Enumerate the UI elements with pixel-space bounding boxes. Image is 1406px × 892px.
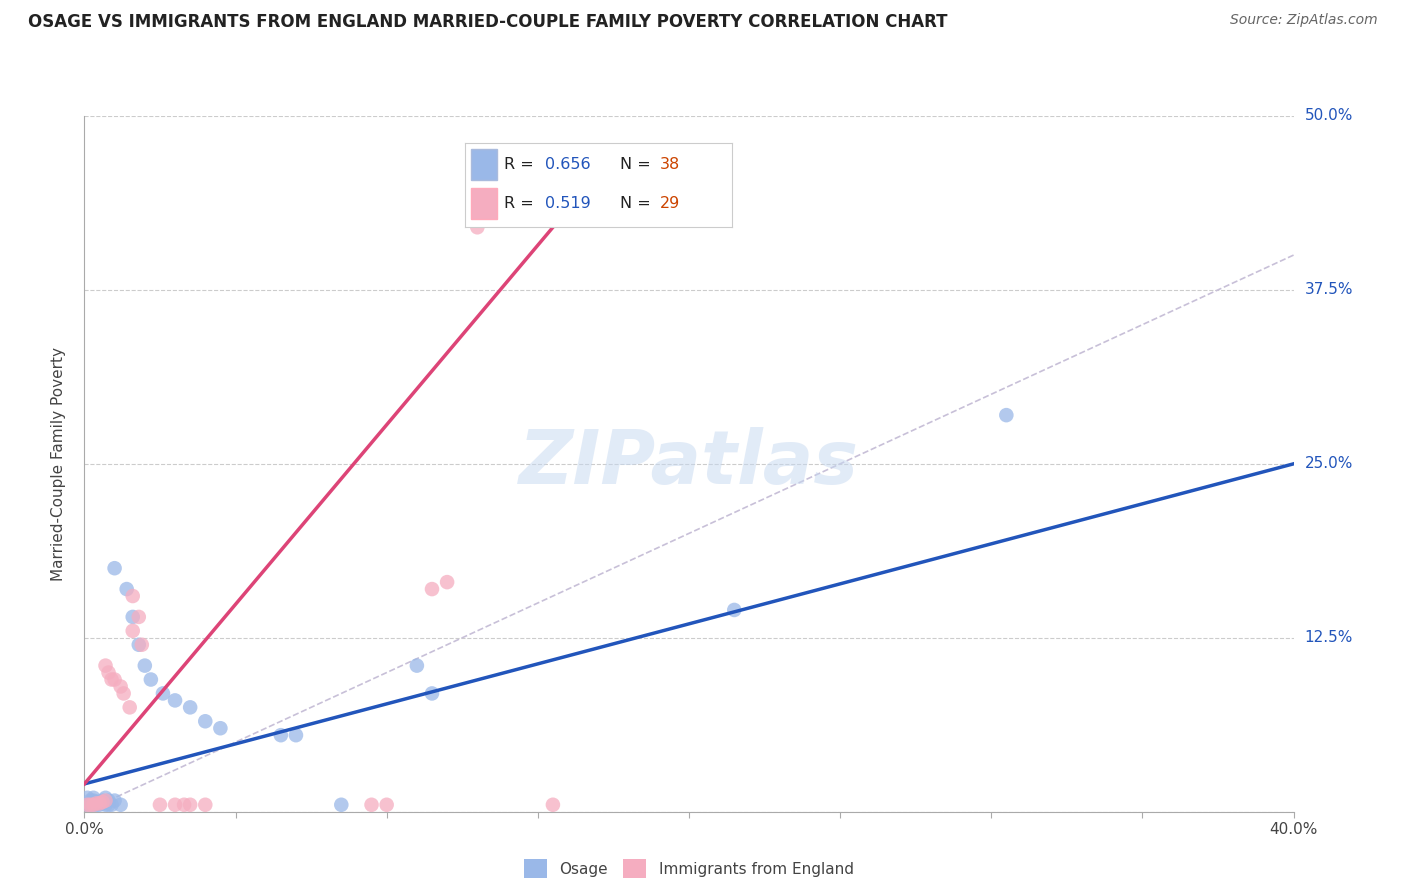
Point xyxy=(194,714,217,729)
Text: 38: 38 xyxy=(661,157,681,172)
Point xyxy=(97,797,120,812)
Point xyxy=(128,610,150,624)
Text: Source: ZipAtlas.com: Source: ZipAtlas.com xyxy=(1230,13,1378,28)
Point xyxy=(112,686,135,700)
Point xyxy=(209,721,232,735)
Point xyxy=(89,795,111,809)
Point xyxy=(82,790,104,805)
Text: 0.519: 0.519 xyxy=(546,196,591,211)
Point xyxy=(76,790,98,805)
Text: 50.0%: 50.0% xyxy=(1305,109,1353,123)
Point xyxy=(152,686,174,700)
Point xyxy=(94,797,117,812)
Point xyxy=(420,686,443,700)
Point xyxy=(131,638,153,652)
Text: 25.0%: 25.0% xyxy=(1305,457,1353,471)
Point xyxy=(541,797,564,812)
Point xyxy=(110,680,132,694)
Point xyxy=(134,658,156,673)
Point xyxy=(89,797,111,811)
Text: R =: R = xyxy=(503,196,538,211)
Point xyxy=(115,582,138,596)
Point xyxy=(91,795,114,809)
Point xyxy=(406,658,429,673)
Point xyxy=(100,797,122,812)
Point xyxy=(91,794,114,808)
Point xyxy=(91,797,114,811)
Text: 0.656: 0.656 xyxy=(546,157,591,172)
Text: N =: N = xyxy=(620,196,657,211)
Text: R =: R = xyxy=(503,157,538,172)
Point xyxy=(76,797,98,812)
Point xyxy=(79,794,101,808)
Text: N =: N = xyxy=(620,157,657,172)
Legend: Osage, Immigrants from England: Osage, Immigrants from England xyxy=(519,854,859,884)
FancyBboxPatch shape xyxy=(471,149,498,180)
Point xyxy=(467,220,489,235)
Point xyxy=(82,797,104,812)
FancyBboxPatch shape xyxy=(471,188,498,219)
Point xyxy=(360,797,382,812)
Point xyxy=(104,673,127,687)
Point xyxy=(121,610,143,624)
Point xyxy=(194,797,217,812)
Point xyxy=(76,797,98,812)
Point xyxy=(128,638,150,652)
Point xyxy=(173,797,195,812)
Point xyxy=(94,794,117,808)
Point xyxy=(179,797,201,812)
Point xyxy=(89,797,111,812)
Text: 29: 29 xyxy=(661,196,681,211)
Point xyxy=(179,700,201,714)
Point xyxy=(79,797,101,812)
Text: 12.5%: 12.5% xyxy=(1305,631,1353,645)
Point xyxy=(82,797,104,812)
Point xyxy=(97,794,120,808)
Point xyxy=(284,728,308,742)
Y-axis label: Married-Couple Family Poverty: Married-Couple Family Poverty xyxy=(51,347,66,581)
Point xyxy=(121,624,143,638)
Text: 37.5%: 37.5% xyxy=(1305,283,1353,297)
Text: ZIPatlas: ZIPatlas xyxy=(519,427,859,500)
Point xyxy=(86,795,108,809)
Point xyxy=(121,589,143,603)
Point xyxy=(100,673,122,687)
Point xyxy=(82,794,104,808)
Point xyxy=(375,797,398,812)
Point xyxy=(94,658,117,673)
Point xyxy=(139,673,162,687)
Point xyxy=(163,797,186,812)
Point xyxy=(86,797,108,811)
Point xyxy=(104,561,127,575)
Point xyxy=(436,575,458,590)
Point xyxy=(723,603,745,617)
Point xyxy=(420,582,443,596)
Point xyxy=(163,693,186,707)
Point xyxy=(149,797,172,812)
Point xyxy=(97,665,120,680)
Point xyxy=(110,797,132,812)
Point xyxy=(94,790,117,805)
Point xyxy=(995,408,1018,422)
Point xyxy=(86,797,108,812)
Point xyxy=(330,797,353,812)
Point xyxy=(79,797,101,812)
Point xyxy=(270,728,292,742)
Point xyxy=(104,794,127,808)
Point xyxy=(118,700,141,714)
Text: OSAGE VS IMMIGRANTS FROM ENGLAND MARRIED-COUPLE FAMILY POVERTY CORRELATION CHART: OSAGE VS IMMIGRANTS FROM ENGLAND MARRIED… xyxy=(28,13,948,31)
